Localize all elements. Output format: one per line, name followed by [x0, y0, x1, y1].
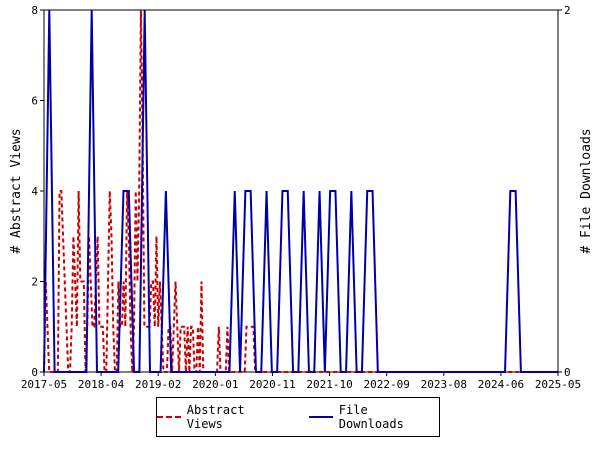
- left-tick-label: 6: [31, 95, 38, 108]
- left-tick-label: 2: [31, 276, 38, 289]
- left-tick-label: 4: [31, 185, 38, 198]
- x-tick-label: 2024-06: [478, 378, 524, 391]
- x-tick-label: 2021-10: [306, 378, 352, 391]
- x-tick-label: 2022-09: [363, 378, 409, 391]
- left-tick-label: 8: [31, 4, 38, 17]
- legend: Abstract Views File Downloads: [156, 397, 440, 437]
- y-axis-title-right: # File Downloads: [579, 128, 594, 253]
- x-tick-label: 2020-11: [249, 378, 295, 391]
- legend-label-file-downloads: File Downloads: [338, 403, 404, 431]
- legend-swatch-file-downloads: [309, 416, 333, 418]
- legend-swatch-abstract-views: [157, 416, 181, 418]
- y-axis-title-left: # Abstract Views: [9, 128, 24, 253]
- right-tick-label: 2: [564, 4, 571, 17]
- legend-item-file-downloads: File Downloads: [309, 403, 439, 431]
- series-line-file-downloads: [43, 9, 558, 373]
- x-tick-label: 2025-05: [535, 378, 581, 391]
- x-axis: 2017-05 2018-04 2019-02 2020-01 2020-11 2021-…: [21, 372, 581, 391]
- x-tick-label: 2017-05: [21, 378, 67, 391]
- left-axis: 0 2 4 6 8: [31, 4, 44, 379]
- series-layer: [43, 9, 558, 373]
- series-line-abstract-views: [43, 9, 558, 373]
- plot-area: [43, 9, 559, 373]
- x-tick-label: 2019-02: [135, 378, 181, 391]
- left-tick-label: 0: [31, 366, 38, 379]
- x-tick-label: 2018-04: [78, 378, 125, 391]
- legend-label-abstract-views: Abstract Views: [186, 403, 245, 431]
- x-tick-label: 2020-01: [192, 378, 238, 391]
- right-tick-label: 0: [564, 366, 571, 379]
- right-axis: 02: [558, 4, 571, 379]
- x-tick-label: 2023-08: [421, 378, 467, 391]
- legend-item-abstract-views: Abstract Views: [157, 403, 287, 431]
